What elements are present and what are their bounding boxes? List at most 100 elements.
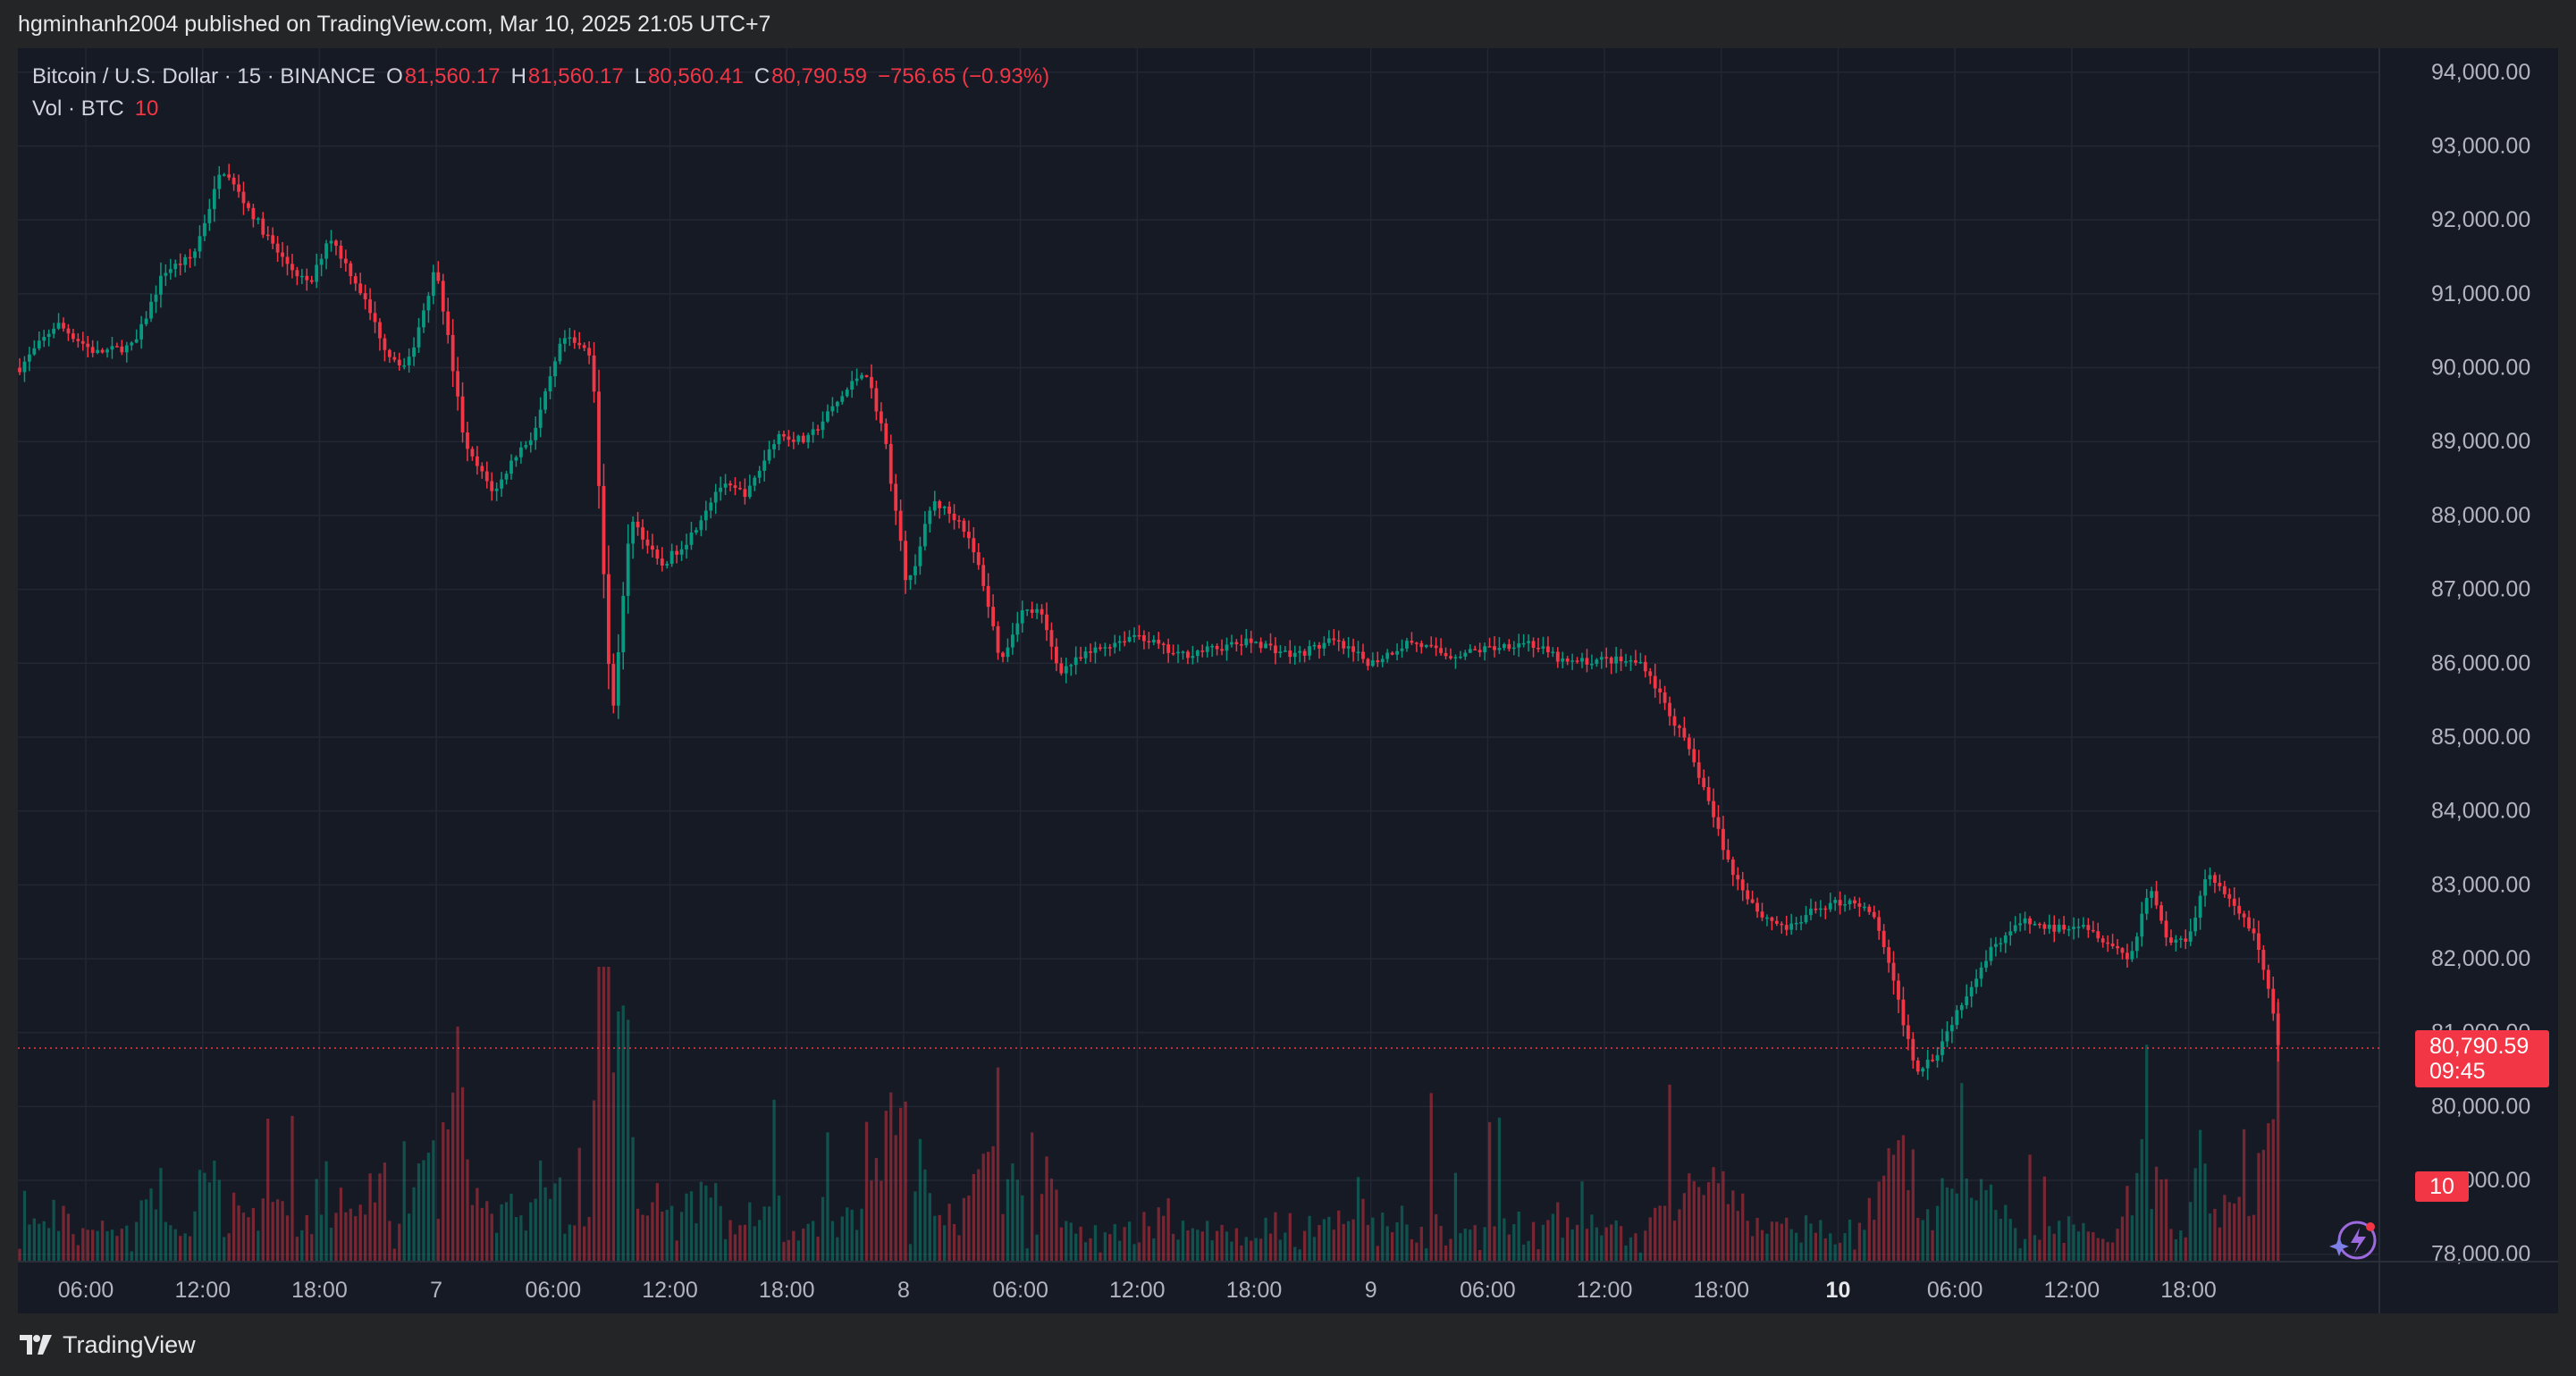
volume-bar (846, 1207, 849, 1262)
volume-bar (1741, 1193, 1745, 1262)
candle-body (2120, 948, 2125, 953)
volume-bar (1570, 1229, 1574, 1262)
low-value: 80,560.41 (648, 64, 744, 88)
volume-bar (1556, 1202, 1560, 1262)
volume-bar (1166, 1198, 1170, 1262)
candle-body (845, 390, 849, 397)
candle-body (1424, 644, 1428, 648)
volume-bar (2267, 1123, 2270, 1262)
volume-bar (329, 1228, 333, 1262)
candle-body (1210, 645, 1215, 648)
candle-body (2222, 885, 2227, 894)
candle-body (830, 406, 835, 412)
lightning-icon (2351, 1228, 2366, 1254)
volume-bar (2101, 1238, 2105, 1262)
volume-bar (28, 1224, 31, 1262)
candle-body (932, 500, 937, 511)
candle-body (1157, 639, 1161, 644)
candle-body (402, 365, 407, 367)
volume-bar (1049, 1179, 1054, 1262)
candle-body (456, 371, 460, 397)
candle-body (1789, 923, 1794, 930)
volume-bar (743, 1224, 747, 1262)
volume-bar (1284, 1232, 1287, 1262)
volume-bar (836, 1237, 839, 1262)
footer-brand[interactable]: TradingView (63, 1330, 196, 1358)
volume-bar (2135, 1172, 2139, 1262)
volume-bar (1595, 1227, 1598, 1262)
volume-bar (52, 1199, 55, 1262)
candle-body (2218, 883, 2222, 886)
candle-body (1565, 659, 1570, 662)
candle-body (1059, 663, 1064, 674)
candle-body (358, 283, 363, 294)
candle-body (1332, 638, 1336, 641)
volume-bar (2237, 1196, 2241, 1262)
candle-body (1429, 644, 1434, 647)
volume-bar (1794, 1232, 1798, 1262)
candle-body (2062, 924, 2067, 930)
volume-bar (1356, 1177, 1360, 1262)
volume-bar (1176, 1239, 1180, 1262)
candle-body (942, 506, 947, 508)
candle-body (2213, 875, 2217, 884)
volume-bar (18, 1248, 21, 1262)
candle-body (1181, 651, 1185, 653)
volume-bar (149, 1188, 153, 1262)
volume-bar (105, 1230, 109, 1262)
volume-bar (573, 1225, 577, 1262)
volume-bar (1268, 1233, 1273, 1262)
candle-body (1458, 656, 1462, 659)
volume-bar (583, 1226, 586, 1262)
chart-panel[interactable] (18, 48, 2558, 1313)
volume-bar (470, 1204, 475, 1262)
volume-bar (899, 1107, 903, 1262)
volume-bar (1658, 1205, 1662, 1262)
volume-bar (2154, 1166, 2159, 1262)
candle-body (1317, 644, 1321, 649)
volume-bar (2042, 1176, 2046, 1262)
volume-bar (1527, 1240, 1530, 1262)
volume-bar (139, 1200, 143, 1262)
candle-body (1663, 692, 1667, 703)
candle-body (2154, 891, 2159, 906)
volume-bar (962, 1197, 966, 1262)
volume-bar (442, 1122, 445, 1262)
candle-body (660, 558, 664, 566)
candle-body (1030, 609, 1034, 613)
candle-body (1439, 648, 1444, 653)
candle-body (46, 333, 51, 338)
price-chart[interactable]: 94,000.00 93,000.00 92,000.00 91,000.00 90,0… (0, 0, 2576, 1313)
volume-bar (2203, 1163, 2207, 1262)
candle-body (713, 491, 718, 503)
candle-body (1502, 643, 1506, 649)
candle-body (2242, 913, 2246, 918)
candle-body (981, 565, 986, 586)
symbol-label[interactable]: Bitcoin / U.S. Dollar · 15 · BINANCE (32, 64, 376, 88)
candle-body (1687, 737, 1691, 750)
candle-body (1244, 638, 1249, 646)
candle-body (96, 349, 100, 353)
candle-body (1205, 646, 1209, 652)
candle-body (2018, 923, 2023, 926)
candle-body (144, 318, 148, 324)
volume-bar (840, 1216, 844, 1262)
volume-bar (850, 1209, 854, 1262)
candle-body (709, 502, 713, 511)
candle-body (247, 203, 250, 208)
volume-bar (509, 1194, 513, 1262)
candle-body (1770, 917, 1774, 921)
volume-bar (1147, 1226, 1150, 1262)
ai-sparkle-icon[interactable] (2329, 1221, 2377, 1260)
candle-body (757, 470, 762, 478)
volume-bar (2110, 1242, 2115, 1262)
volume-bar (436, 1219, 440, 1262)
candle-body (1740, 879, 1745, 891)
candle-body (2100, 938, 2105, 943)
candle-body (1915, 1060, 1920, 1072)
y-tick-label: 93,000.00 (2431, 133, 2530, 158)
volume-bar (72, 1234, 75, 1262)
y-tick-label: 90,000.00 (2431, 356, 2530, 381)
volume-bar (2184, 1237, 2187, 1262)
volume-label[interactable]: Vol · BTC (32, 96, 124, 121)
